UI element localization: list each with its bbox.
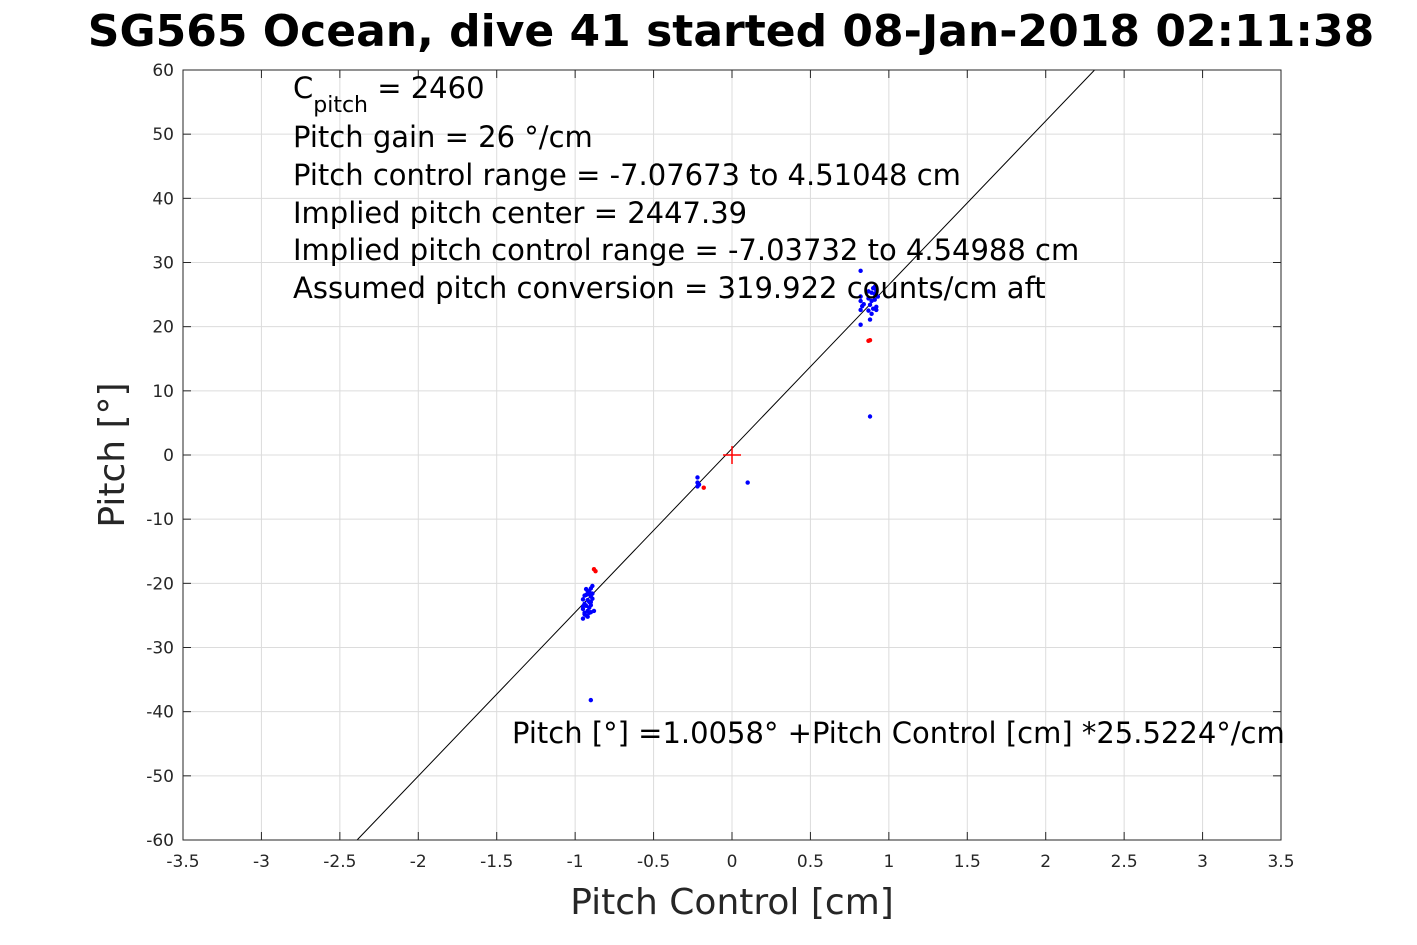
y-tick-label: -20 xyxy=(146,574,174,594)
data-point xyxy=(696,482,702,487)
y-tick-label: 10 xyxy=(152,382,174,402)
x-tick-label: 3 xyxy=(1197,852,1208,872)
x-tick-label: 2.5 xyxy=(1111,852,1138,872)
data-point xyxy=(869,311,874,317)
c-pitch-symbol: C xyxy=(293,71,313,105)
fit-equation-label: Pitch [°] =1.0058° +Pitch Control [cm] *… xyxy=(512,716,1285,750)
x-tick-label: 3.5 xyxy=(1267,852,1294,872)
data-point xyxy=(866,308,871,313)
data-point xyxy=(867,337,873,343)
y-tick-label: -10 xyxy=(146,510,174,530)
annotation-block: Cpitch = 2460 Pitch gain = 26 °/cm Pitch… xyxy=(293,71,1285,750)
data-point xyxy=(588,599,594,605)
data-point xyxy=(867,317,873,322)
data-point xyxy=(588,697,594,703)
data-point xyxy=(593,568,598,574)
x-tick-label: 0.5 xyxy=(797,852,824,872)
y-tick-label: 40 xyxy=(152,189,174,209)
data-point xyxy=(858,307,863,313)
data-point xyxy=(874,288,879,293)
data-point xyxy=(701,485,706,490)
annotation-pitch-control-range: Pitch control range = -7.07673 to 4.5104… xyxy=(293,158,961,192)
annotation-implied-pitch-control-range: Implied pitch control range = -7.03732 t… xyxy=(293,233,1079,267)
data-point xyxy=(858,268,863,274)
y-tick-label: -30 xyxy=(146,639,174,659)
data-point xyxy=(867,302,873,308)
c-pitch-value: = 2460 xyxy=(368,71,485,105)
x-tick-label: 1 xyxy=(883,852,894,872)
y-tick-label: 30 xyxy=(152,254,174,274)
x-tick-label: -3 xyxy=(253,852,270,872)
data-point xyxy=(858,294,863,299)
data-point xyxy=(580,616,586,621)
data-point xyxy=(582,610,587,616)
chart-title: SG565 Ocean, dive 41 started 08-Jan-2018… xyxy=(88,6,1374,57)
y-tick-label: -40 xyxy=(146,703,174,723)
data-point xyxy=(590,583,595,589)
c-pitch-subscript: pitch xyxy=(313,93,368,118)
data-point xyxy=(874,304,879,309)
x-tick-label: 2 xyxy=(1040,852,1051,872)
data-point xyxy=(867,414,873,419)
tick-labels: -3.5 -3 -2.5 -2 -1.5 -1 -0.5 0 0.5 1 1.5 2 2.5 3 3.5 -6… xyxy=(146,61,1294,872)
y-tick-label: 0 xyxy=(163,446,174,466)
y-tick-label: 20 xyxy=(152,318,174,338)
x-tick-label: 1.5 xyxy=(954,852,981,872)
y-axis-label: Pitch [°] xyxy=(92,382,133,527)
annotation-assumed-pitch-conversion: Assumed pitch conversion = 319.922 count… xyxy=(293,271,1046,305)
data-point xyxy=(580,604,586,609)
data-point xyxy=(591,608,597,614)
y-tick-label: -60 xyxy=(146,831,174,851)
data-point xyxy=(874,307,879,313)
x-axis-label: Pitch Control [cm] xyxy=(570,882,894,923)
data-point xyxy=(587,592,592,597)
x-tick-label: -1.5 xyxy=(480,852,513,872)
data-point xyxy=(858,298,863,304)
data-point xyxy=(588,602,594,608)
data-point xyxy=(872,297,877,302)
data-point xyxy=(861,302,866,307)
data-point xyxy=(875,294,881,299)
x-tick-label: -3.5 xyxy=(166,852,199,872)
center-marker-layer xyxy=(723,446,741,464)
data-point xyxy=(580,597,586,602)
y-tick-label: 50 xyxy=(152,125,174,145)
data-point xyxy=(872,284,877,290)
x-tick-label: -2.5 xyxy=(323,852,356,872)
y-tick-label: 60 xyxy=(152,61,174,81)
data-point xyxy=(745,480,750,485)
data-point xyxy=(582,593,587,598)
annotation-c-pitch: Cpitch = 2460 xyxy=(293,71,485,118)
x-tick-label: -1 xyxy=(567,852,584,872)
data-points xyxy=(580,268,881,703)
data-point xyxy=(585,614,590,619)
data-point xyxy=(866,296,871,301)
y-tick-label: -50 xyxy=(146,767,174,787)
annotation-pitch-gain: Pitch gain = 26 °/cm xyxy=(293,120,593,154)
data-point xyxy=(695,475,700,480)
x-tick-label: -0.5 xyxy=(637,852,670,872)
x-tick-label: -2 xyxy=(410,852,427,872)
plot-frame xyxy=(182,69,1282,841)
x-tick-label: 0 xyxy=(727,852,738,872)
annotation-implied-pitch-center: Implied pitch center = 2447.39 xyxy=(293,196,747,230)
data-point xyxy=(858,322,863,327)
